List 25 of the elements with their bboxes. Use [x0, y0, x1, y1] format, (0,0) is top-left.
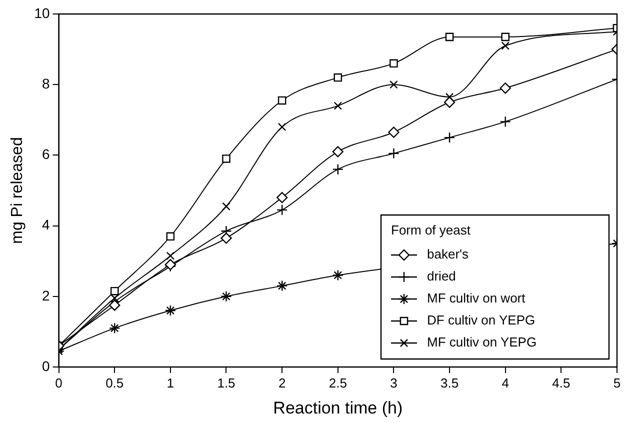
x-tick-label: 5: [613, 375, 621, 390]
x-tick-label: 2: [278, 375, 286, 390]
x-tick-label: 1: [166, 375, 174, 390]
y-axis-title: mg Pi released: [9, 137, 26, 244]
y-tick-label: 4: [42, 216, 50, 233]
legend-label: DF cultiv on YEPG: [427, 312, 536, 328]
x-tick-label: 1.5: [217, 375, 236, 390]
y-tick-label: 8: [42, 75, 50, 92]
y-tick-label: 10: [34, 4, 50, 21]
x-tick-label: 4: [502, 375, 509, 390]
x-tick-label: 3.5: [440, 375, 459, 390]
x-tick-label: 0: [55, 375, 62, 390]
legend-label: MF cultiv on wort: [427, 290, 526, 306]
legend-title: Form of yeast: [391, 222, 471, 238]
legend-label: baker's: [427, 246, 469, 262]
legend-label: dried: [427, 268, 456, 284]
x-tick-label: 0.5: [106, 375, 124, 390]
x-tick-label: 4.5: [552, 375, 570, 390]
x-tick-label: 2.5: [328, 375, 347, 390]
legend-label: MF cultiv on YEPG: [427, 334, 537, 350]
x-tick-label: 3: [390, 375, 398, 390]
y-tick-label: 0: [42, 358, 50, 374]
y-tick-label: 2: [42, 287, 50, 304]
x-axis-title: Reaction time (h): [273, 398, 403, 418]
y-tick-label: 6: [42, 146, 50, 162]
